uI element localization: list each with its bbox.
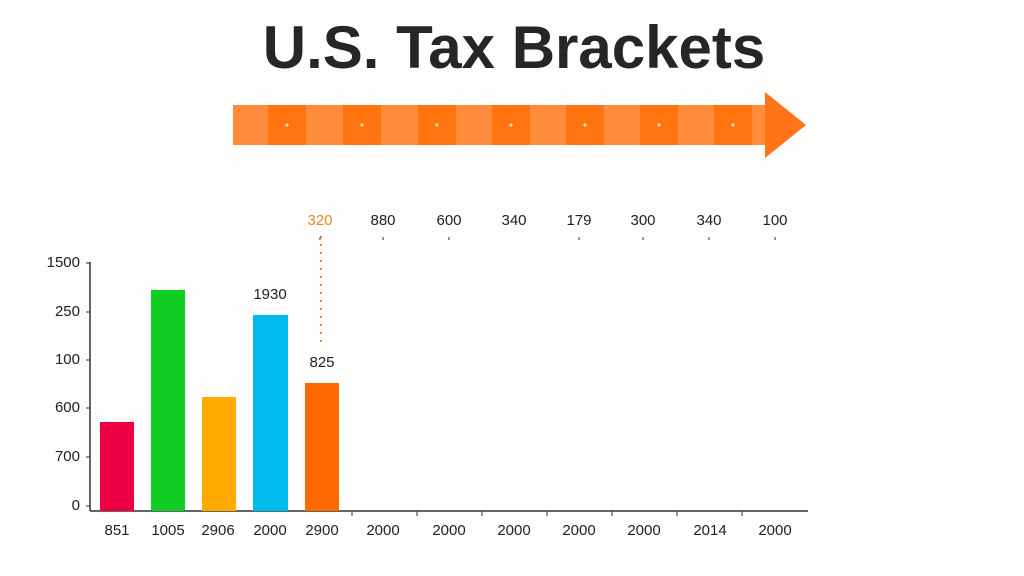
- x-label: 2900: [305, 522, 338, 539]
- bar: [100, 422, 134, 511]
- x-label: 2906: [201, 522, 234, 539]
- x-label: 2000: [562, 522, 595, 539]
- top-label: 100: [762, 212, 787, 229]
- y-label: 250: [55, 303, 80, 320]
- bar: [202, 397, 236, 511]
- arrow-dot: [435, 123, 439, 127]
- y-label: 0: [72, 497, 80, 514]
- top-label: 340: [501, 212, 526, 229]
- x-label: 2000: [627, 522, 660, 539]
- top-label: 300: [630, 212, 655, 229]
- bar: [305, 383, 339, 511]
- x-label: 2000: [366, 522, 399, 539]
- title: U.S. Tax Brackets: [263, 14, 765, 81]
- y-label: 600: [55, 399, 80, 416]
- y-label: 700: [55, 448, 80, 465]
- x-label: 2000: [497, 522, 530, 539]
- arrow-dot: [509, 123, 513, 127]
- arrow-dot: [583, 123, 587, 127]
- arrow-dot: [731, 123, 735, 127]
- top-label: 320: [307, 212, 332, 229]
- arrow-dot: [360, 123, 364, 127]
- x-label: 2000: [758, 522, 791, 539]
- x-label: 851: [104, 522, 129, 539]
- top-label: 179: [566, 212, 591, 229]
- arrow-dot: [285, 123, 289, 127]
- arrow-head: [765, 92, 806, 158]
- bar-label: 825: [309, 354, 334, 371]
- arrow: [233, 92, 806, 158]
- bar: [253, 315, 288, 511]
- x-label: 2000: [432, 522, 465, 539]
- top-label: 600: [436, 212, 461, 229]
- top-label: 340: [696, 212, 721, 229]
- arrow-dot: [657, 123, 661, 127]
- top-label: 880: [370, 212, 395, 229]
- y-label: 100: [55, 351, 80, 368]
- bar: [151, 290, 185, 511]
- x-label: 2014: [693, 522, 726, 539]
- y-label: 1500: [47, 254, 80, 271]
- x-label: 1005: [151, 522, 184, 539]
- x-label: 2000: [253, 522, 286, 539]
- bar-label: 1930: [253, 286, 286, 303]
